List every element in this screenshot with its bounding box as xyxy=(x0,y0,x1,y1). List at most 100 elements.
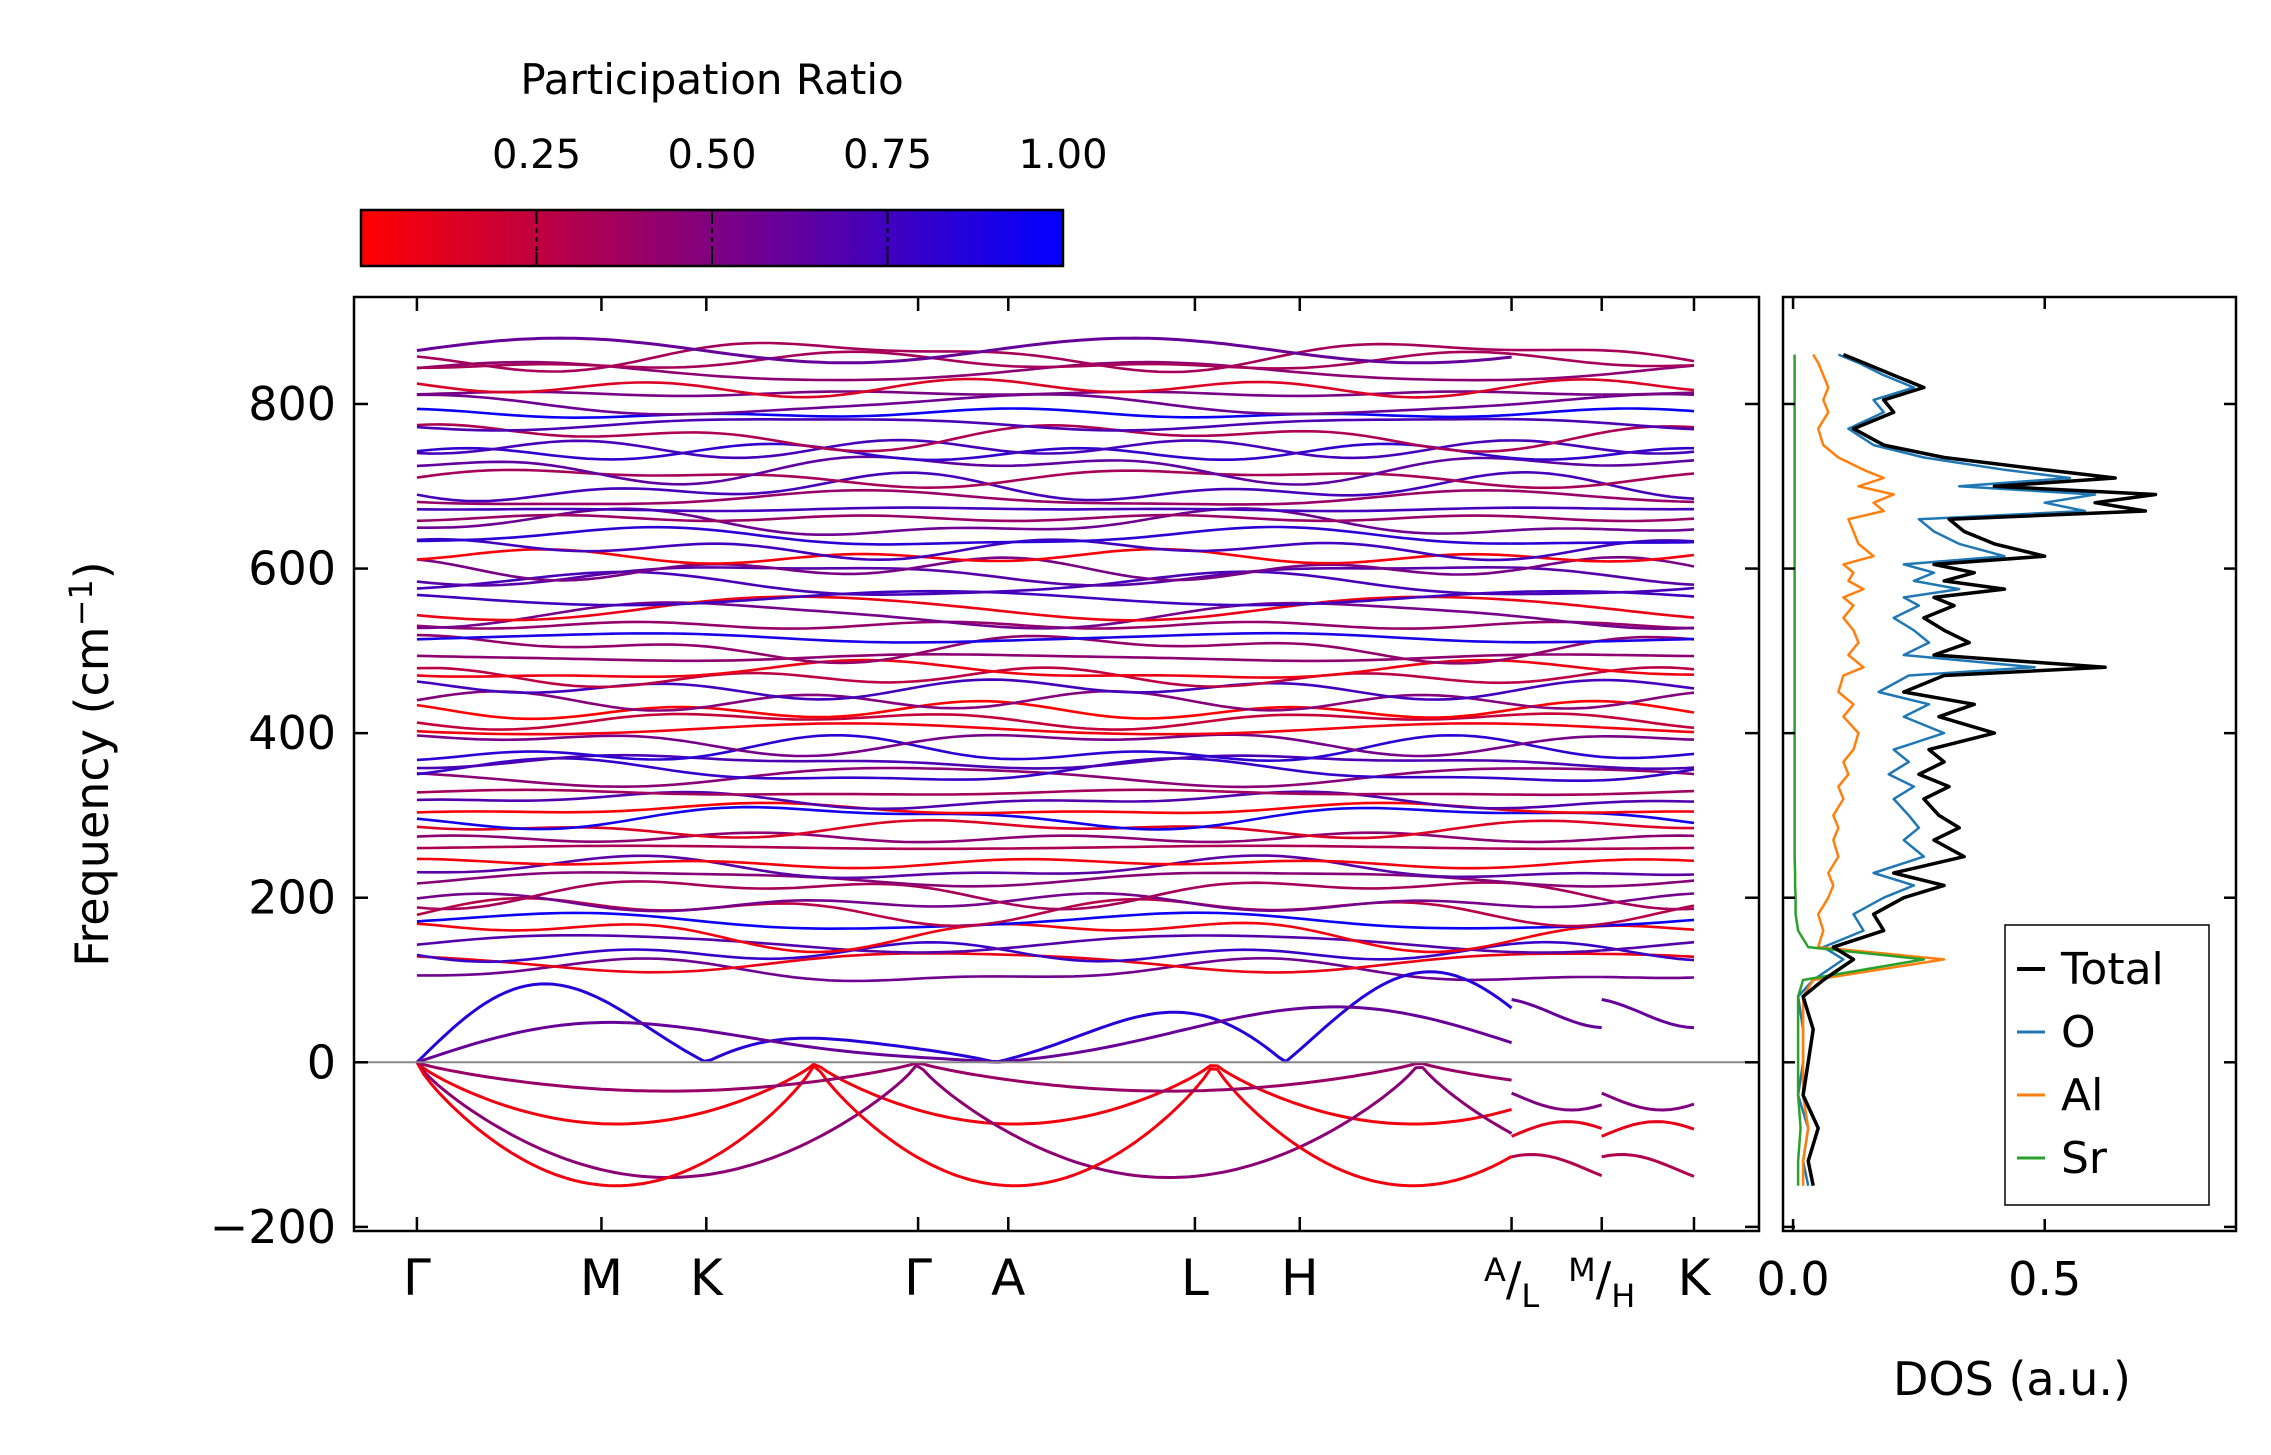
optical-band-line xyxy=(1601,879,1695,888)
optical-band-line xyxy=(1601,810,1695,814)
optical-band-line xyxy=(1511,881,1602,888)
band-branch-line xyxy=(1511,1153,1603,1177)
optical-band-line xyxy=(1511,489,1602,499)
band-k-ticks: Γ M K Γ A L H A/L M/H K xyxy=(403,297,1712,1315)
k-tick-label: M/H xyxy=(1568,1251,1635,1315)
optical-band-line xyxy=(416,506,1512,513)
optical-band-line xyxy=(416,892,1512,913)
optical-band-line xyxy=(1511,373,1602,382)
optical-band-line xyxy=(1511,471,1602,485)
k-tick-label: L xyxy=(1181,1249,1209,1307)
optical-band-line xyxy=(1511,556,1602,572)
dos-line-al xyxy=(1801,353,1946,1186)
optical-band-line xyxy=(1601,637,1695,643)
optical-band-line xyxy=(1511,918,1602,928)
optical-band-line xyxy=(416,871,1512,888)
optical-band-line xyxy=(1511,871,1602,877)
colorbar-label: Participation Ratio xyxy=(520,55,903,104)
optical-band-line xyxy=(1511,670,1602,684)
optical-band-line xyxy=(1601,768,1695,782)
optical-band-line xyxy=(1511,819,1602,825)
optical-band-line xyxy=(1601,495,1695,504)
optical-band-line xyxy=(416,689,1512,712)
optical-band-line xyxy=(416,341,1512,374)
k-tick-label: K xyxy=(1678,1249,1712,1307)
k-tick-label: Γ xyxy=(403,1249,431,1307)
y-tick-label: 400 xyxy=(248,706,336,760)
optical-band-line xyxy=(416,658,1512,679)
optical-band-line xyxy=(1511,431,1602,452)
optical-band-line xyxy=(416,438,1512,460)
optical-band-line xyxy=(416,566,1512,587)
band-y-ticks: −200 0 200 400 600 800 xyxy=(210,377,1759,1254)
optical-band-line xyxy=(416,753,1512,770)
band-structure-panel: −200 0 200 400 600 800 Γ M K Γ A L H A/L M/H K Frequen… xyxy=(62,295,1761,1315)
optical-band-line xyxy=(416,844,1512,851)
optical-band-line xyxy=(1601,735,1695,741)
dos-axes-frame xyxy=(1781,295,2238,1233)
band-branch-line xyxy=(1601,1091,1695,1112)
optical-band-line xyxy=(1601,834,1695,841)
dos-line-sr xyxy=(1793,354,1926,1186)
optical-band-line xyxy=(416,390,1512,398)
optical-band-line xyxy=(416,525,1512,546)
optical-band-line xyxy=(1601,678,1695,690)
band-branch-line xyxy=(1601,1120,1695,1138)
optical-band-line xyxy=(1511,952,1602,956)
band-branch-line xyxy=(1601,1153,1695,1178)
optical-band-line xyxy=(1511,902,1602,909)
colorbar-tick-label: 0.50 xyxy=(667,132,756,178)
y-axis-label-sup: −1 xyxy=(62,579,100,626)
optical-band-line xyxy=(1511,940,1602,949)
k-tick-label: A xyxy=(991,1249,1025,1307)
k-tick-label: A/L xyxy=(1484,1251,1539,1315)
optical-band-line xyxy=(1511,702,1602,710)
optical-band-line xyxy=(1601,517,1695,523)
optical-band-line xyxy=(416,788,1512,796)
optical-band-line xyxy=(1601,349,1695,363)
optical-band-line xyxy=(1511,659,1602,672)
optical-band-line xyxy=(1601,752,1695,760)
band-branch-line xyxy=(1601,998,1695,1030)
y-axis-label-text: Frequency (cm xyxy=(65,626,119,966)
optical-band-line xyxy=(1601,448,1695,455)
optical-band-line xyxy=(416,712,1512,731)
optical-band-line xyxy=(1601,481,1695,500)
optical-band-line xyxy=(1511,792,1602,797)
optical-band-line xyxy=(416,633,1512,665)
optical-band-line xyxy=(1511,767,1602,771)
optical-band-line xyxy=(1601,624,1695,630)
band-branch-line xyxy=(1511,998,1602,1030)
optical-band-line xyxy=(1601,699,1695,714)
optical-band-line xyxy=(416,831,1512,844)
optical-band-line xyxy=(1511,589,1602,594)
optical-band-line xyxy=(1511,777,1602,782)
dos-lines xyxy=(1793,352,2158,1187)
dos-legend-label: O xyxy=(2061,1007,2096,1058)
optical-band-line xyxy=(1511,378,1602,388)
band-branch-line xyxy=(416,336,1512,365)
optical-band-line xyxy=(416,766,1512,789)
y-tick-label: 0 xyxy=(307,1035,336,1089)
optical-band-line xyxy=(416,801,1512,815)
optical-band-line xyxy=(416,417,1512,432)
optical-band-line xyxy=(416,805,1512,831)
dos-legend-label: Sr xyxy=(2061,1133,2108,1184)
colorbar-tick-label: 0.25 xyxy=(492,132,581,178)
y-tick-label: 800 xyxy=(248,377,336,431)
optical-band-line xyxy=(416,699,1512,721)
optical-band-line xyxy=(1601,975,1695,980)
band-branch-line xyxy=(416,1060,1512,1093)
optical-band-line xyxy=(1601,918,1695,927)
optical-band-line xyxy=(1511,837,1602,844)
optical-band-line xyxy=(1601,799,1695,804)
y-axis-label-end: ) xyxy=(65,561,119,579)
optical-band-line xyxy=(1511,678,1602,693)
optical-band-line xyxy=(1511,975,1602,981)
colorbar-tick-label: 1.00 xyxy=(1018,132,1107,178)
optical-band-line xyxy=(1601,897,1695,911)
optical-band-line xyxy=(1601,691,1695,708)
optical-band-line xyxy=(1511,527,1602,532)
k-tick-label: Γ xyxy=(904,1249,932,1307)
colorbar: Participation Ratio 0.25 0.50 0.75 1.00 xyxy=(359,55,1108,268)
